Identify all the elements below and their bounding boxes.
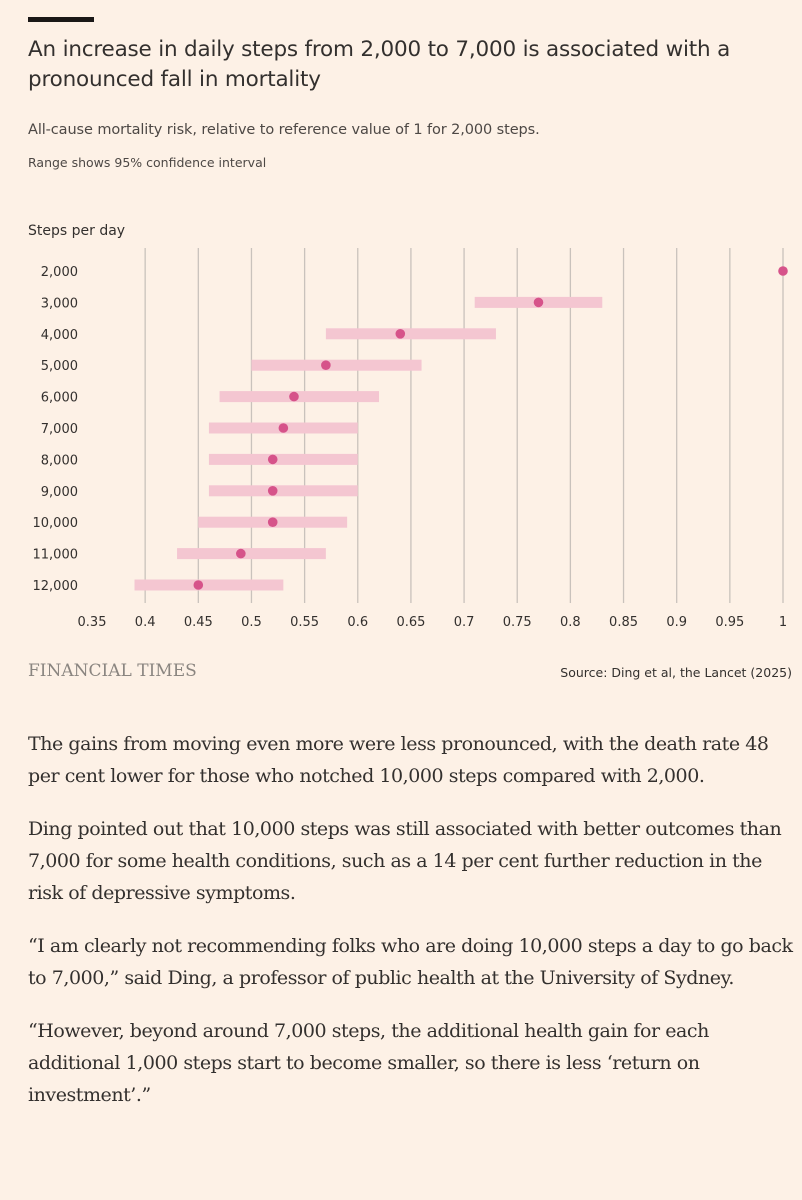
y-tick-label: 9,000	[41, 485, 78, 500]
data-point	[267, 454, 278, 465]
x-tick-label: 0.9	[666, 615, 687, 630]
x-tick-label: 0.5	[241, 615, 262, 630]
y-tick-label: 12,000	[33, 579, 79, 594]
data-point	[267, 486, 278, 496]
y-axis-label: Steps per day	[28, 223, 125, 239]
confidence-ranges	[134, 296, 603, 591]
data-point	[236, 548, 246, 559]
article-body: The gains from moving even more were les…	[28, 728, 793, 1132]
y-tick-label: 10,000	[33, 516, 79, 531]
y-tick-label: 5,000	[41, 359, 78, 374]
x-tick-label: 1	[779, 615, 787, 630]
confidence-range-bar	[134, 579, 284, 591]
top-rule	[28, 17, 94, 22]
x-tick-label: 0.8	[560, 615, 581, 630]
y-tick-label: 3,000	[41, 296, 78, 311]
x-tick-label: 0.95	[715, 615, 744, 630]
confidence-range-bar	[177, 548, 326, 560]
y-tick-label: 4,000	[41, 328, 78, 343]
article-paragraph: “I am clearly not recommending folks who…	[28, 935, 793, 989]
x-tick-label: 0.85	[609, 615, 638, 630]
y-tick-label: 6,000	[41, 391, 78, 406]
source-note: Source: Ding et al, the Lancet (2025)	[560, 665, 792, 680]
y-tick-label: 11,000	[33, 548, 79, 563]
y-tick-labels: 2,000 3,000 4,000 5,000 6,000 7,000 8,000 9,000…	[33, 265, 79, 594]
data-point	[778, 266, 788, 276]
confidence-range-bar	[208, 453, 358, 465]
data-point	[289, 391, 299, 402]
x-tick-label: 0.4	[135, 615, 156, 630]
x-tick-label: 0.55	[290, 615, 319, 630]
data-point	[278, 423, 289, 433]
chart-title: An increase in daily steps from 2,000 to…	[28, 37, 731, 92]
article-paragraph: Ding pointed out that 10,000 steps was s…	[28, 818, 782, 904]
x-tick-label: 0.65	[396, 615, 425, 630]
data-point	[267, 517, 278, 527]
confidence-range-bar	[219, 391, 380, 403]
x-tick-label: 0.35	[78, 615, 107, 630]
y-tick-label: 7,000	[41, 422, 78, 437]
x-tick-labels: 0.35 0.4 0.45 0.5 0.55 0.6 0.65 0.7 0.75 0.8 0.85 0…	[78, 615, 788, 630]
article-paragraph: “However, beyond around 7,000 steps, the…	[28, 1020, 709, 1106]
data-point	[321, 360, 331, 370]
x-tick-label: 0.45	[184, 615, 213, 630]
chart-note: Range shows 95% confidence interval	[28, 155, 267, 170]
confidence-range-bar	[325, 328, 496, 340]
y-tick-label: 8,000	[41, 453, 78, 468]
data-points	[193, 266, 788, 590]
y-tick-label: 2,000	[41, 265, 78, 280]
x-tick-label: 0.75	[503, 615, 532, 630]
chart-subtitle: All-cause mortality risk, relative to re…	[28, 122, 540, 138]
steps-mortality-chart: Steps per day 2,000 3,000 4,000 5,000 6,000 7…	[28, 223, 788, 630]
confidence-range-bar	[251, 359, 422, 371]
x-tick-label: 0.6	[347, 615, 368, 630]
data-point	[533, 297, 544, 308]
data-point	[395, 329, 406, 339]
data-point	[193, 580, 204, 590]
brand-logo-text: FINANCIAL TIMES	[28, 661, 197, 681]
confidence-range-bar	[208, 485, 358, 497]
x-tick-label: 0.7	[454, 615, 475, 630]
article-paragraph: The gains from moving even more were les…	[28, 733, 769, 787]
